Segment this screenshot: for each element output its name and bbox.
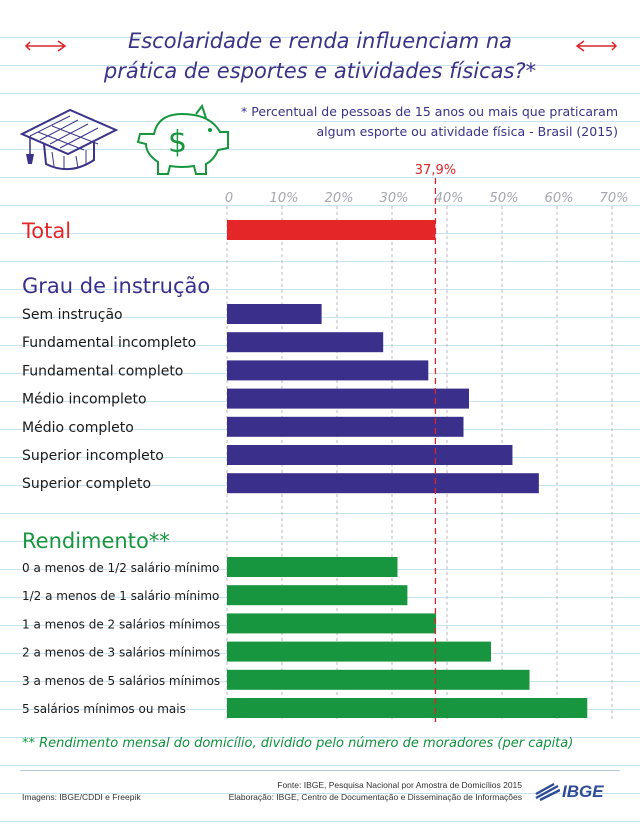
category-label: 1 a menos de 2 salários mínimos [22,617,220,631]
x-tick-label: 10% [270,191,299,206]
bar [227,220,436,240]
category-label: 0 a menos de 1/2 salário mínimo [22,561,219,575]
footnote: ** Rendimento mensal do domicílio, divid… [22,736,574,751]
x-tick-label: 30% [380,191,409,206]
bar [227,585,408,606]
bar [227,669,530,690]
category-label: Médio completo [22,420,134,436]
bar [227,304,322,324]
category-label: Fundamental incompleto [22,335,196,351]
bar [227,416,464,437]
piggy-bank-icon: $ [134,103,234,184]
bar-chart: 0 10% 20% 30% 40% 50% 60% 70% Total Grau de instr… [21,163,629,722]
x-tick-label: 0 [225,191,233,206]
bar [227,360,429,381]
category-label: Superior completo [22,476,151,492]
bar [227,613,436,634]
chart-title: Escolaridade e renda influenciam na prát… [60,26,580,86]
chart-title-line-2: prática de esportes e atividades físicas… [103,59,537,83]
graduation-cap-icon [18,104,119,180]
group-heading: Total [21,219,71,243]
chart-title-line-1: Escolaridade e renda influenciam na [127,29,513,53]
bar [227,332,384,353]
bar [227,557,398,577]
x-tick-label: 60% [545,191,574,206]
category-label: Sem instrução [22,307,123,323]
footer-divider [20,770,620,771]
category-label: 2 a menos de 3 salários mínimos [22,646,220,660]
x-tick-label: 70% [600,191,629,206]
category-label: Superior incompleto [22,448,164,464]
arrow-right-icon [574,38,618,57]
bar [227,698,588,718]
subtitle-line-1: * Percentual de pessoas de 15 anos ou ma… [241,104,618,119]
svg-text:$: $ [168,125,187,160]
subtitle-line-2: algum esporte ou atividade física - Bras… [316,124,619,139]
bar [227,388,469,409]
arrow-left-icon [24,38,68,57]
category-label: 1/2 a menos de 1 salário mínimo [22,589,219,603]
ibge-logo: IBGE [534,782,620,804]
image-credits: Imagens: IBGE/CDDI e Freepik [22,792,141,802]
chart-subtitle: * Percentual de pessoas de 15 anos ou ma… [240,102,618,142]
x-tick-label: 50% [490,191,519,206]
ibge-logo-icon [535,782,561,802]
source-text: Fonte: IBGE, Pesquisa Nacional por Amost… [277,780,522,790]
reference-line-label: 37,9% [415,163,456,178]
x-tick-label: 20% [325,191,354,206]
group-heading: Grau de instrução [22,274,210,298]
category-label: Médio incompleto [22,392,147,408]
group-heading: Rendimento** [22,529,170,553]
category-label: 5 salários mínimos ou mais [22,702,186,716]
category-label: 3 a menos de 5 salários mínimos [22,674,220,688]
category-label: Fundamental completo [22,363,183,379]
ibge-logo-text: IBGE [562,782,604,801]
bar [227,473,539,494]
x-tick-label: 40% [435,191,464,206]
bar [227,445,513,465]
bar [227,641,491,662]
elaboration-text: Elaboração: IBGE, Centro de Documentação… [228,792,522,802]
